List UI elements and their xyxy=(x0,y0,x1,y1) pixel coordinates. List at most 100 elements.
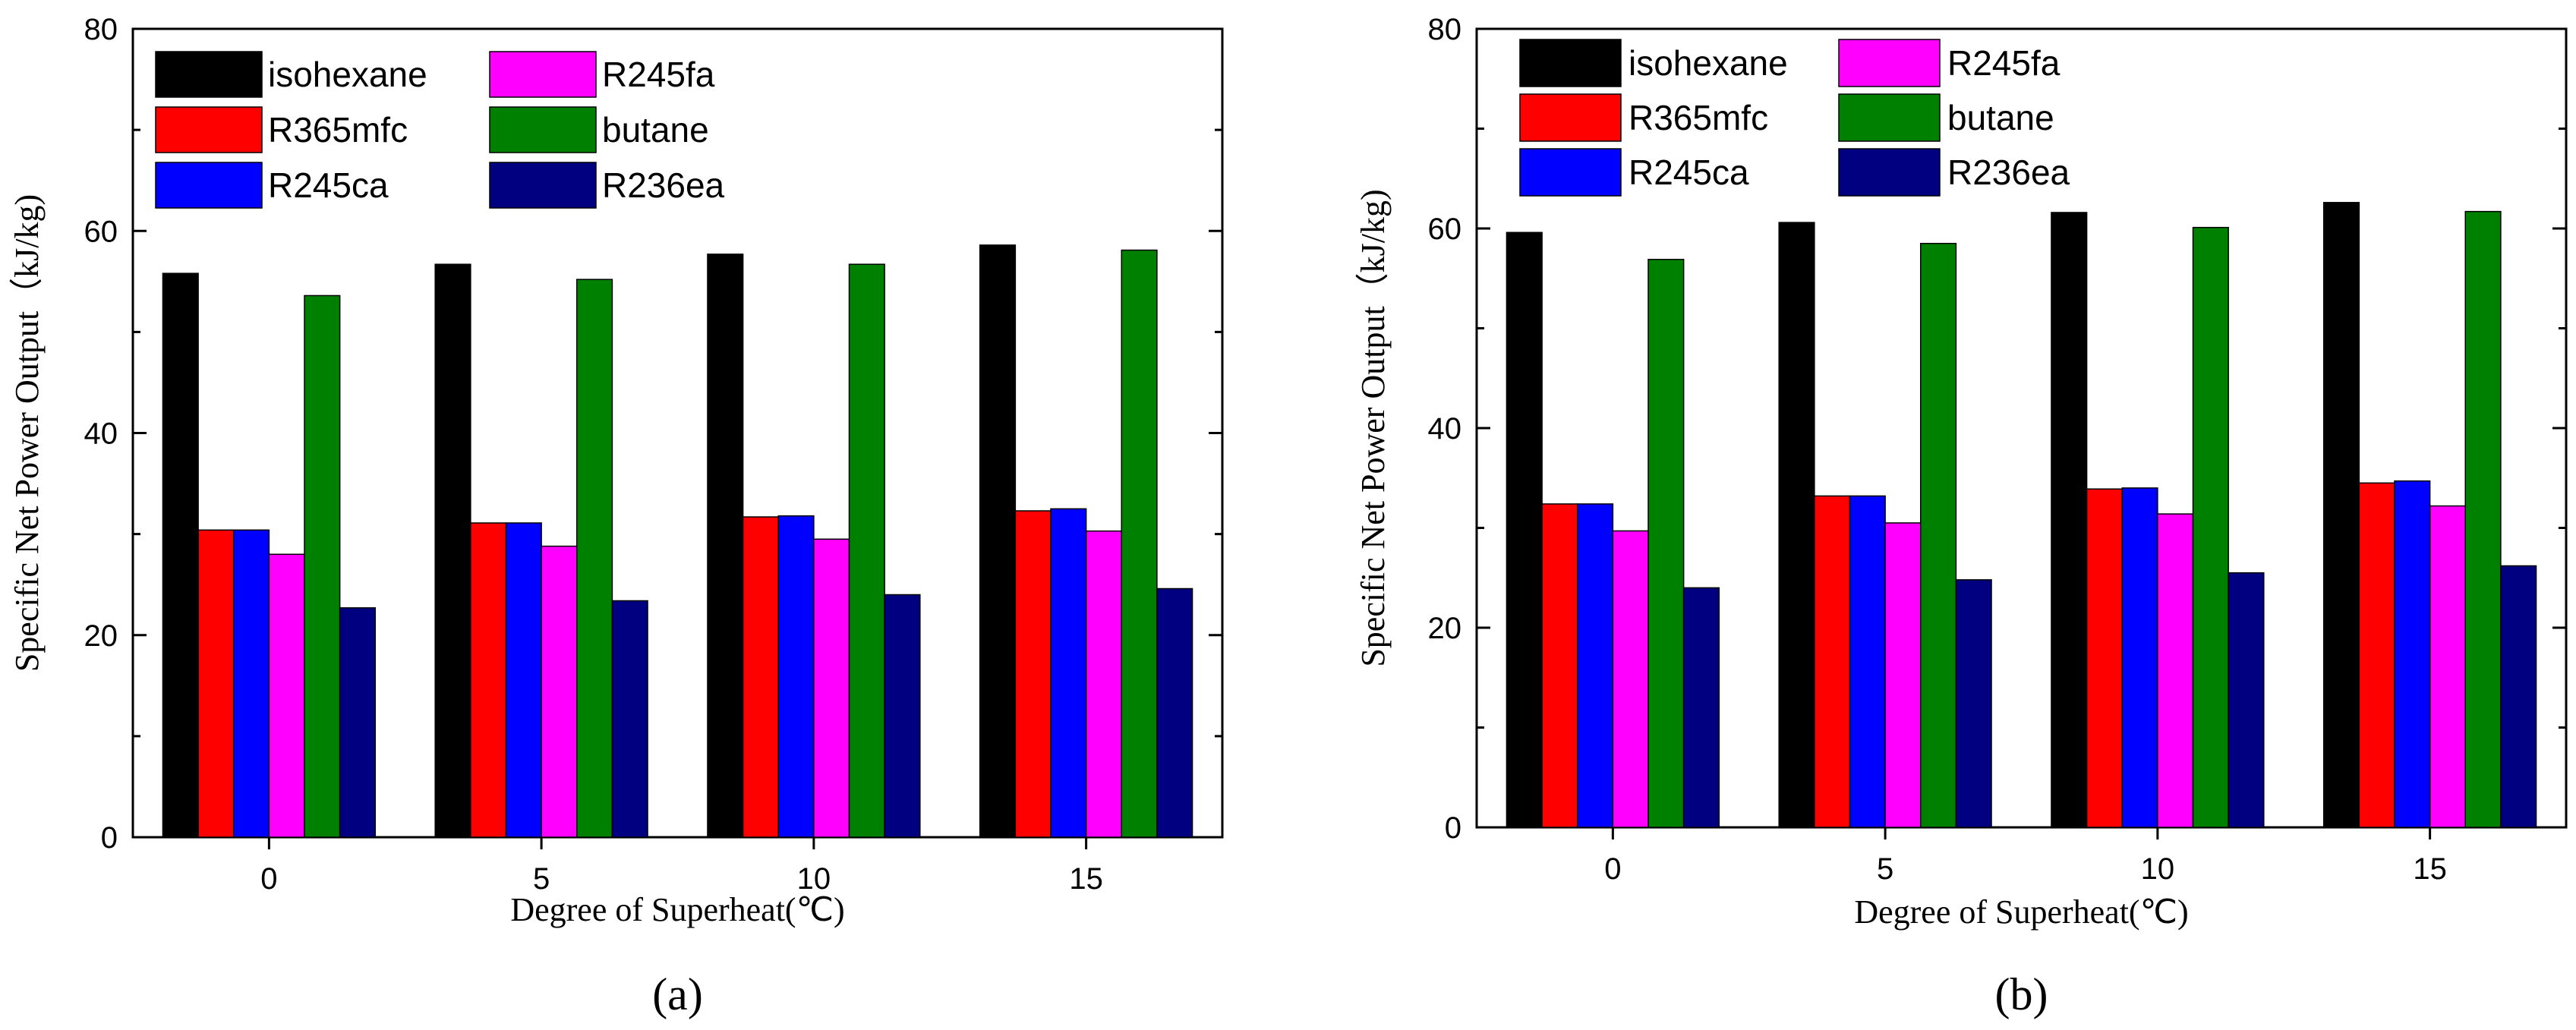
y-tick-label: 60 xyxy=(84,215,118,248)
bar-R245ca-15 xyxy=(1050,508,1087,838)
x-tick-label: 10 xyxy=(2141,852,2175,886)
bar-R245ca-15 xyxy=(2394,480,2431,828)
bar-butane-0 xyxy=(304,295,341,838)
bar-isohexane-10 xyxy=(707,254,744,838)
legend-label-R236ea: R236ea xyxy=(1947,153,2070,192)
bar-R245fa-0 xyxy=(1612,530,1649,828)
bar-butane-10 xyxy=(2192,226,2229,828)
panel-label: (b) xyxy=(1995,969,2048,1019)
bar-R365mfc-0 xyxy=(197,529,235,838)
x-axis-title: Degree of Superheat(℃) xyxy=(1854,893,2188,931)
legend-label-R245fa: R245fa xyxy=(1947,43,2060,83)
legend-swatch-R365mfc xyxy=(155,106,263,153)
legend-swatch-R245ca xyxy=(1519,148,1622,197)
x-axis-title: Degree of Superheat(℃) xyxy=(510,891,844,928)
bar-R245ca-5 xyxy=(1849,495,1886,828)
bar-R245ca-0 xyxy=(232,529,270,838)
x-tick-label: 0 xyxy=(1604,852,1621,886)
legend-swatch-isohexane xyxy=(155,51,263,98)
bar-R245fa-15 xyxy=(1085,530,1123,838)
x-tick-label: 5 xyxy=(1877,852,1893,886)
chart-panel-a: 0 20 40 60 80 0 5 10 15 Degree of Superheat(℃) Spe… xyxy=(8,13,1224,1019)
bar-R245fa-10 xyxy=(813,538,850,838)
bar-isohexane-15 xyxy=(2322,202,2360,828)
bar-R365mfc-5 xyxy=(1814,495,1851,828)
y-axis-title: Specific Net Power Output（kJ/kg) xyxy=(8,194,46,672)
legend-label-isohexane: isohexane xyxy=(268,55,427,94)
y-tick-label: 40 xyxy=(1428,412,1462,446)
bar-R245fa-15 xyxy=(2429,505,2467,828)
bar-R365mfc-0 xyxy=(1541,503,1578,828)
legend-swatch-butane xyxy=(1838,93,1941,142)
legend-label-R365mfc: R365mfc xyxy=(1629,98,1768,137)
bar-R365mfc-15 xyxy=(1014,510,1052,838)
legend-swatch-R245ca xyxy=(155,162,263,209)
x-tick-label: 5 xyxy=(533,862,550,896)
bar-R365mfc-15 xyxy=(2358,482,2395,828)
y-tick-label: 20 xyxy=(84,619,118,653)
bar-isohexane-10 xyxy=(2051,212,2088,828)
bar-butane-0 xyxy=(1647,259,1685,828)
bar-R245ca-10 xyxy=(2121,487,2158,828)
y-tick-label: 80 xyxy=(84,13,118,46)
bar-R236ea-15 xyxy=(2500,565,2537,828)
bar-R236ea-10 xyxy=(2228,572,2265,828)
legend: isohexane R365mfc R245ca R245fa butane R236ea xyxy=(155,51,725,209)
bar-isohexane-5 xyxy=(1778,222,1815,828)
bar-butane-5 xyxy=(576,279,613,838)
y-tick-label: 20 xyxy=(1428,612,1462,645)
bar-isohexane-15 xyxy=(979,244,1017,838)
bar-R245fa-10 xyxy=(2157,513,2194,828)
bar-R236ea-5 xyxy=(611,600,648,838)
bar-isohexane-0 xyxy=(162,272,199,838)
x-tick-label: 0 xyxy=(260,862,277,896)
panel-label: (a) xyxy=(652,969,703,1019)
bar-R245fa-5 xyxy=(1884,522,1922,828)
legend-label-R245ca: R245ca xyxy=(1629,153,1749,192)
bar-butane-15 xyxy=(1121,249,1158,838)
legend-label-R245fa: R245fa xyxy=(602,55,715,94)
bar-R365mfc-10 xyxy=(2086,488,2123,828)
bar-R245ca-0 xyxy=(1576,503,1614,828)
bar-R236ea-0 xyxy=(1682,587,1720,828)
bar-R245fa-0 xyxy=(268,553,305,838)
y-tick-label: 0 xyxy=(1445,811,1461,845)
y-tick-label: 0 xyxy=(101,821,118,855)
bar-R245ca-10 xyxy=(777,515,815,838)
bar-butane-10 xyxy=(848,263,885,838)
x-tick-label: 15 xyxy=(2413,852,2447,886)
bar-R365mfc-10 xyxy=(742,516,779,838)
bar-R245ca-5 xyxy=(505,522,542,838)
legend-swatch-R245fa xyxy=(489,51,597,98)
y-axis-title: Specific Net Power Output（kJ/kg) xyxy=(1354,189,1392,666)
y-tick-label: 40 xyxy=(84,417,118,451)
legend-swatch-R236ea xyxy=(1838,148,1941,197)
legend-label-isohexane: isohexane xyxy=(1629,43,1788,83)
legend-label-R236ea: R236ea xyxy=(602,165,725,205)
legend-swatch-butane xyxy=(489,106,597,153)
legend-label-butane: butane xyxy=(1947,98,2054,137)
bar-isohexane-0 xyxy=(1506,232,1543,828)
x-tick-label: 10 xyxy=(797,862,831,896)
x-tick-label: 15 xyxy=(1069,862,1103,896)
bar-butane-5 xyxy=(1920,242,1957,828)
legend-swatch-R365mfc xyxy=(1519,93,1622,142)
chart-panel-b: 0 20 40 60 80 0 5 10 15 Degree of Superheat(℃) Spe… xyxy=(1354,13,2568,1019)
bar-R236ea-0 xyxy=(339,607,377,838)
bar-R236ea-15 xyxy=(1156,587,1193,838)
legend: isohexane R365mfc R245ca R245fa butane R236ea xyxy=(1519,39,2070,197)
bar-R365mfc-5 xyxy=(470,522,507,838)
legend-swatch-isohexane xyxy=(1519,39,1622,87)
y-tick-label: 60 xyxy=(1428,213,1462,246)
legend-label-R365mfc: R365mfc xyxy=(268,110,408,150)
legend-label-butane: butane xyxy=(602,110,709,150)
bar-R245fa-5 xyxy=(541,545,578,838)
legend-swatch-R236ea xyxy=(489,162,597,209)
bar-R236ea-5 xyxy=(1955,579,1992,828)
legend-swatch-R245fa xyxy=(1838,39,1941,87)
bar-R236ea-10 xyxy=(884,594,921,838)
bar-butane-15 xyxy=(2464,210,2502,828)
legend-label-R245ca: R245ca xyxy=(268,165,389,205)
y-tick-label: 80 xyxy=(1428,13,1462,46)
